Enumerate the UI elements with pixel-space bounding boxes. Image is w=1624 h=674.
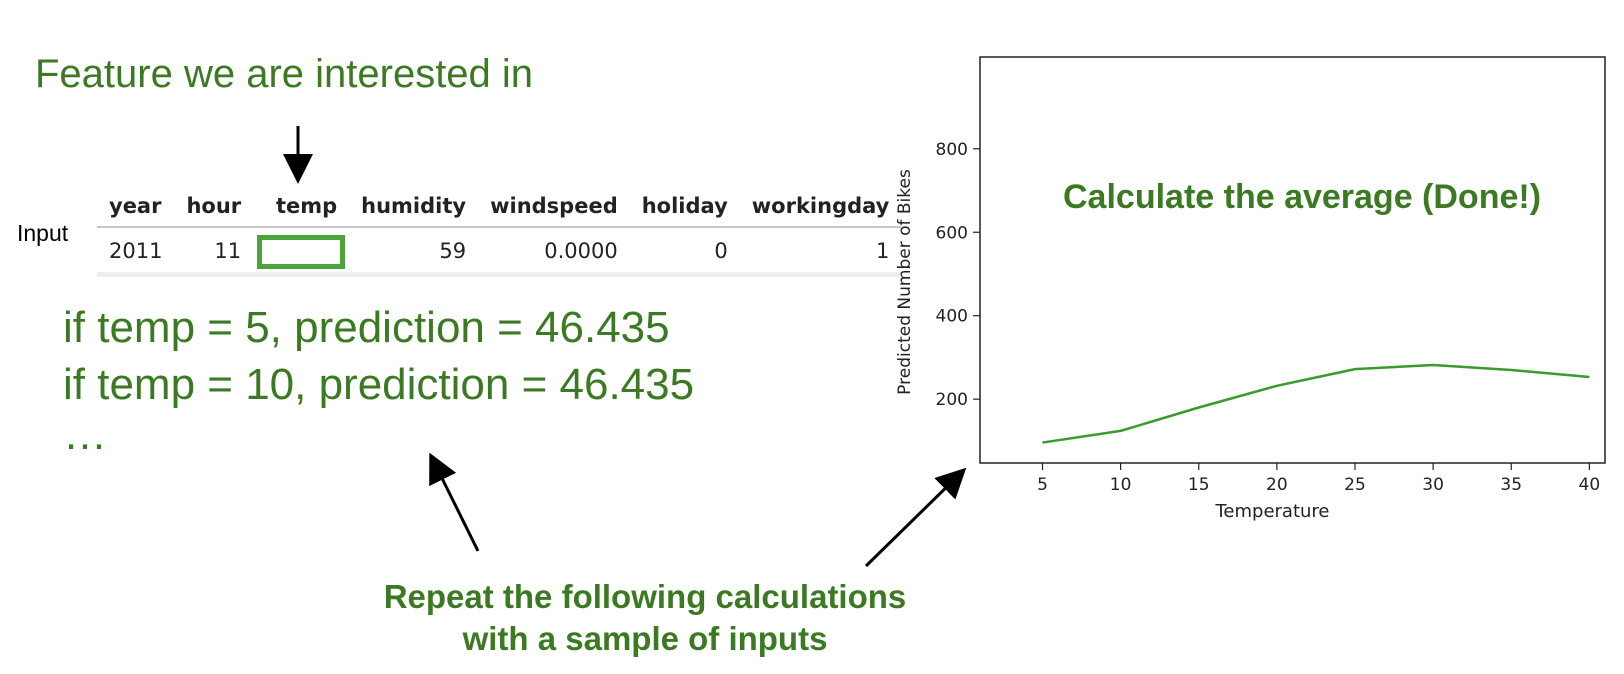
arrow-to-calculations [429,452,480,552]
calc-line-temp-10: if temp = 10, prediction = 46.435 [63,360,695,409]
y-tick-label: 400 [936,307,968,327]
column-header-hour: hour [174,188,254,228]
y-tick-label: 600 [936,223,968,243]
column-header-temp: temp [253,188,350,228]
cell-holiday: 0 [629,227,740,277]
cell-temp [253,227,350,277]
cell-hour: 11 [174,227,254,277]
x-axis-label: Temperature [1214,501,1329,522]
column-header-year: year [97,188,175,228]
cell-workingday: 1 [739,227,902,277]
repeat-note-line2: with a sample of inputs [462,620,828,657]
x-tick-label: 10 [1110,475,1132,495]
column-header-humidity: humidity [349,188,479,228]
x-tick-label: 5 [1037,475,1048,495]
temp-highlight-box [257,235,346,269]
plot-frame [979,56,1606,464]
column-header-workingday: workingday [739,188,902,228]
average-note: Calculate the average (Done!) [1063,178,1542,216]
repeat-note-line1: Repeat the following calculations [383,578,907,615]
column-header-windspeed: windspeed [478,188,630,228]
cell-humidity: 59 [349,227,479,277]
table-header-row: year hour temp humidity windspeed holida… [97,188,902,228]
repeat-note: Repeat the following calculations with a… [345,576,945,660]
x-tick-label: 30 [1422,475,1444,495]
cell-year: 2011 [97,227,175,277]
calc-line-temp-5: if temp = 5, prediction = 46.435 [63,303,670,352]
calc-ellipsis: … [63,410,107,459]
y-tick-label: 200 [936,390,968,410]
table-row: 2011 11 59 0.0000 0 1 [97,227,902,277]
series-line [1042,363,1590,444]
x-tick-label: 35 [1500,475,1522,495]
input-table: year hour temp humidity windspeed holida… [97,188,902,277]
x-tick-label: 40 [1579,475,1601,495]
cell-windspeed: 0.0000 [478,227,630,277]
x-tick-label: 20 [1266,475,1288,495]
x-tick-label: 15 [1188,475,1210,495]
column-header-holiday: holiday [629,188,740,228]
pdp-line-chart: 200 400 600 800 5 10 15 20 25 30 35 40 Temperature Pr… [895,56,1606,522]
y-axis-label: Predicted Number of Bikes [895,169,915,395]
input-label: Input [17,220,69,246]
y-tick-label: 800 [936,140,968,160]
feature-title: Feature we are interested in [35,52,534,96]
x-tick-label: 25 [1344,475,1366,495]
